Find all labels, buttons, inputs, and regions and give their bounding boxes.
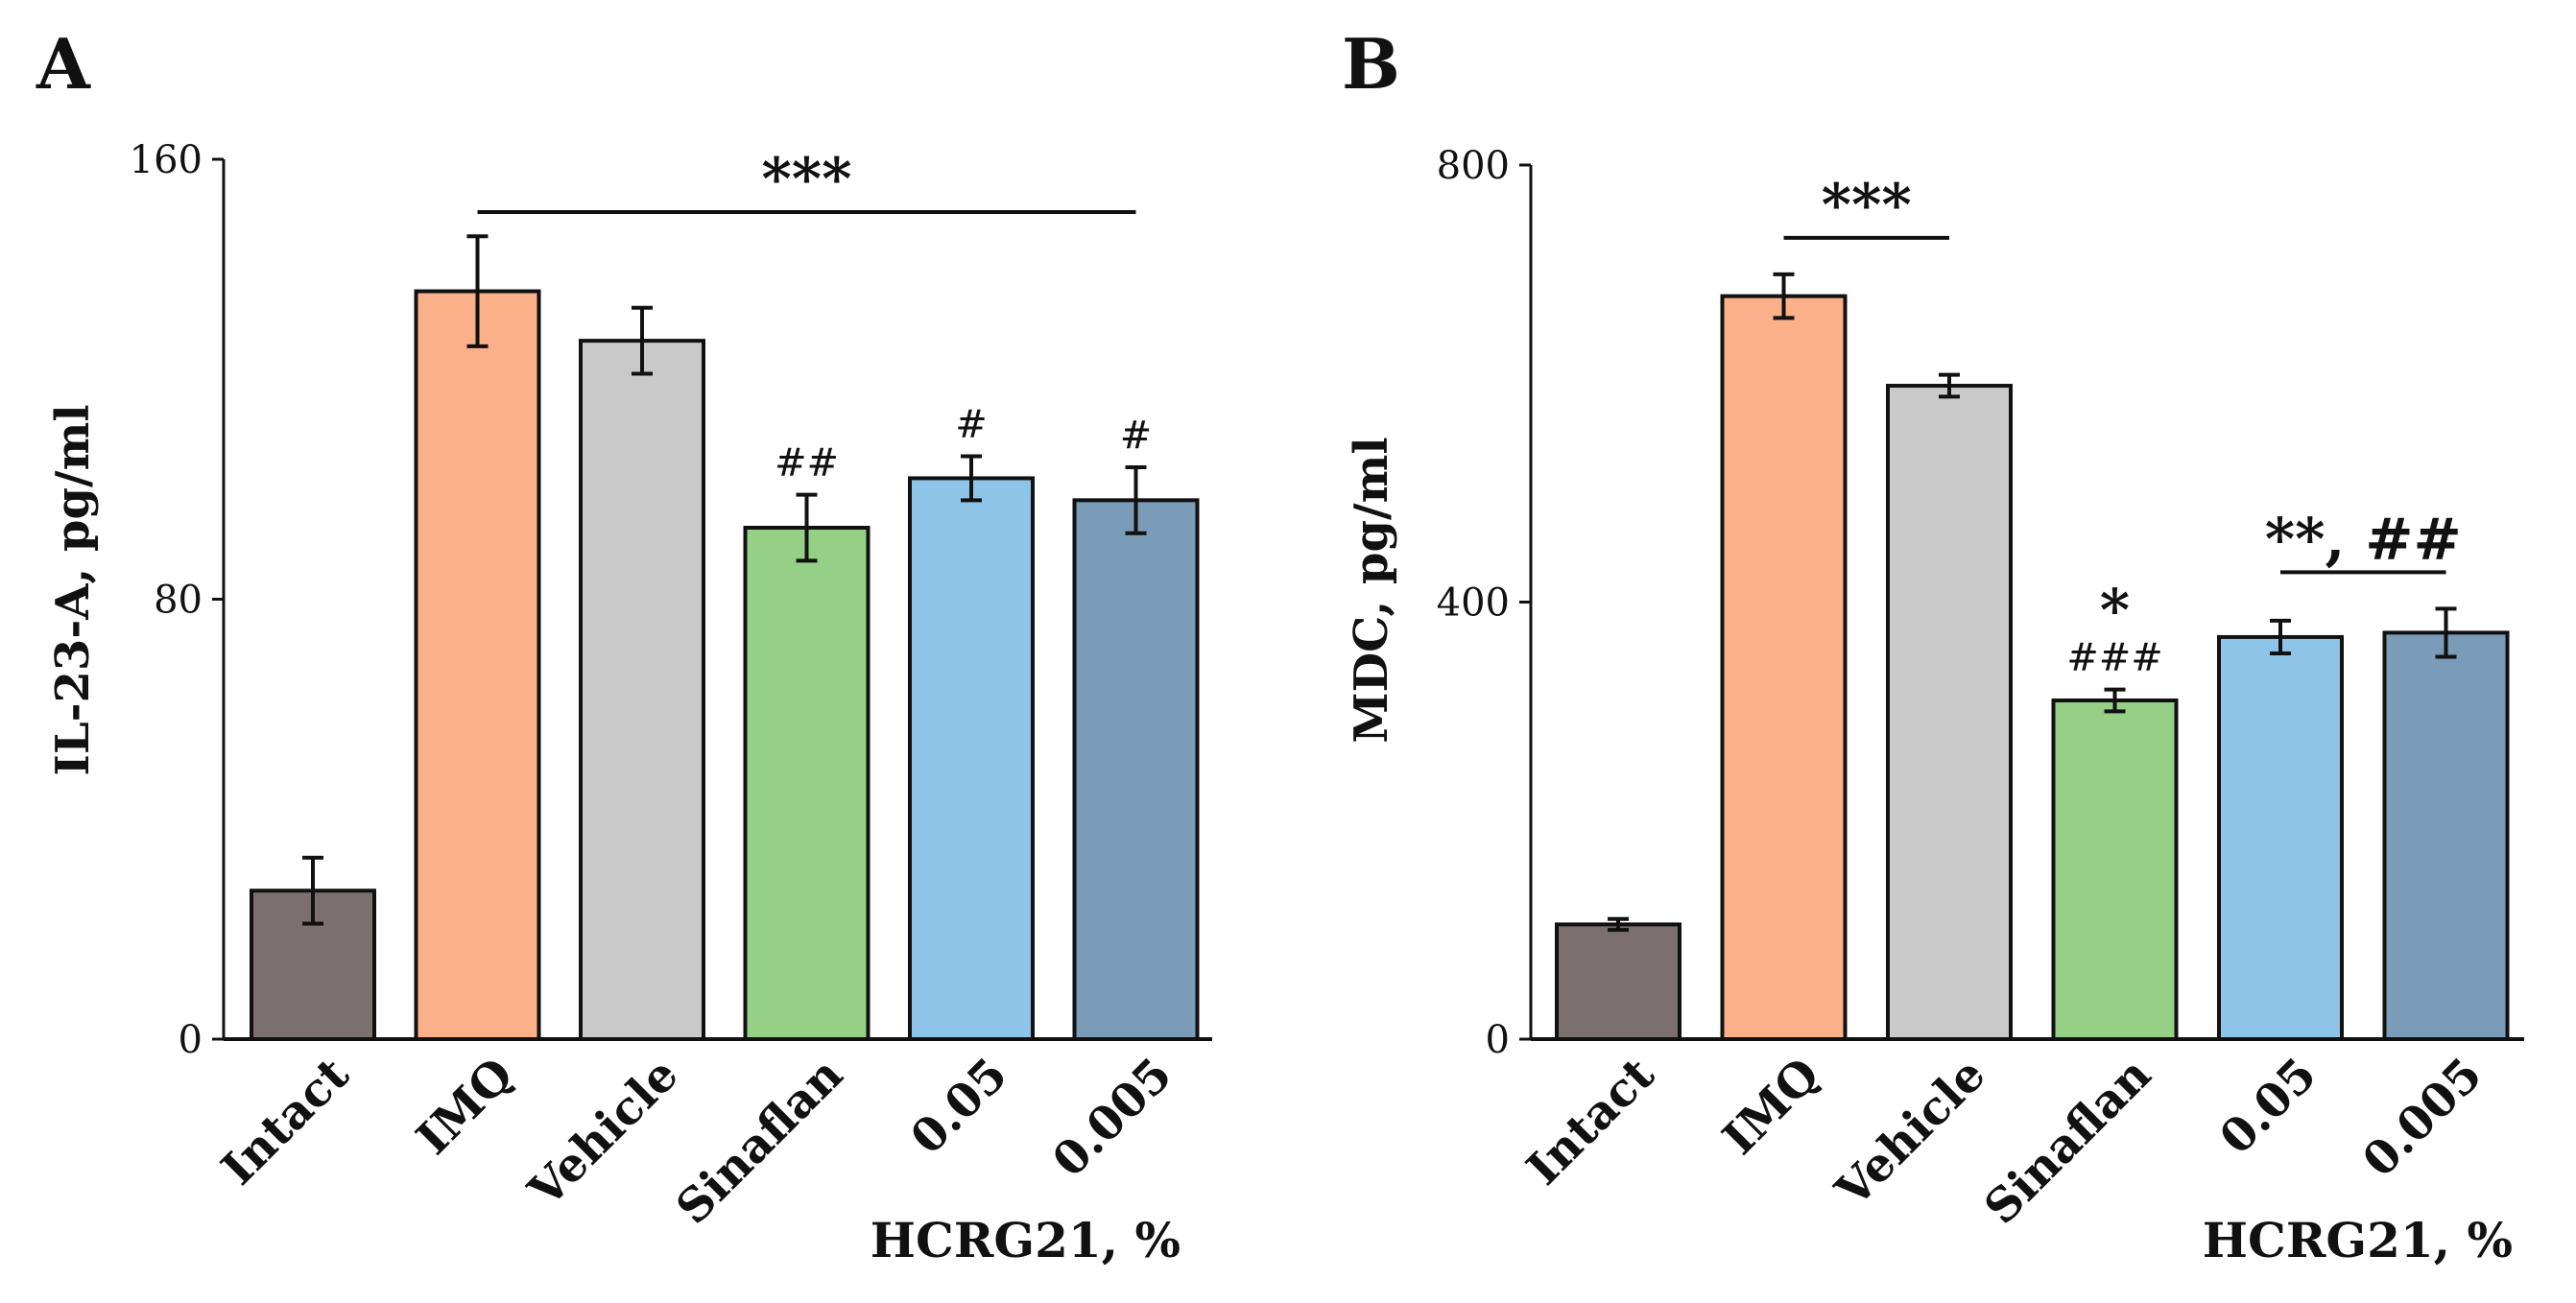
panel-a-category-label: Sinaflan [666, 1048, 853, 1235]
panel-a-category-label: 0.05 [900, 1048, 1017, 1165]
panel-a-group-note: HCRG21, % [871, 1212, 1181, 1268]
panel-b-bracket-label: **, ## [2265, 506, 2462, 573]
panel-b-error-bar [1773, 272, 1795, 320]
panel-b-category-label: Intact [1516, 1048, 1664, 1196]
panel-b-category-label: Vehicle [1825, 1048, 1996, 1219]
panel-a-error-bar [632, 305, 653, 376]
panel-a-bracket-label: *** [761, 146, 851, 213]
panel-a-significance-hash: ## [775, 441, 839, 486]
panel-b-chart: B MDC, pg/ml 0 400 800 Intact IMQVehicleSin… [1342, 23, 2524, 1268]
panel-a-bar-vehicle [579, 339, 705, 1042]
panel-a-letter: A [36, 23, 91, 105]
panel-b-bar-vehicle [1886, 384, 2013, 1041]
panel-a-bar-sinaflan [743, 525, 871, 1041]
panel-b-letter: B [1342, 23, 1400, 105]
panel-b-bar-sinaflan [2051, 698, 2179, 1041]
panel-b-significance-hash: ### [2066, 636, 2163, 680]
panel-b-error-bar [2104, 687, 2126, 714]
panel-a-y-tick-label: 160 [130, 138, 203, 182]
panel-a-y-tick-label: 80 [154, 579, 203, 623]
panel-b-error-bar [1608, 916, 1629, 933]
panel-a-category-label: Vehicle [518, 1048, 689, 1219]
panel-b-significance-bracket: *** [1783, 172, 1949, 240]
panel-a-error-bar [1125, 464, 1147, 535]
panel-a-error-bar [796, 492, 818, 563]
panel-a-error-bar [302, 855, 323, 926]
panel-b-y-axis-label: MDC, pg/ml [1345, 437, 1398, 743]
panel-b-bar-0-05 [2217, 634, 2344, 1041]
panel-a-significance-bracket: *** [477, 146, 1136, 214]
panel-b-category-label: Sinaflan [1974, 1048, 2161, 1235]
panel-b-group-note: HCRG21, % [2203, 1212, 2513, 1268]
panel-b-category-label: 0.005 [2352, 1048, 2493, 1188]
panel-a-bar-0-005 [1072, 498, 1200, 1041]
panel-b-bracket-label: *** [1822, 172, 1912, 239]
panel-a-category-label: Intact [211, 1048, 359, 1196]
panel-b-y-tick-label: 0 [1486, 1018, 1510, 1062]
panel-b-bar-intact [1555, 922, 1682, 1042]
panel-a-significance-hash: # [1120, 414, 1153, 458]
panel-b-category-label: 0.05 [2209, 1048, 2326, 1165]
panel-a-error-bar [961, 454, 982, 503]
panel-b-y-tick-label: 400 [1437, 581, 1510, 626]
panel-b-error-bar [2435, 606, 2457, 659]
panel-a-significance-hash: # [955, 402, 988, 446]
panel-a-y-axis-label: IL-23-A, pg/ml [46, 404, 100, 775]
panel-b-error-bar [2270, 618, 2291, 656]
panel-b-y-tick-label: 800 [1437, 144, 1510, 188]
panel-a-error-bar [466, 234, 489, 348]
panel-a-y-tick-label: 0 [179, 1018, 203, 1062]
panel-a-category-label: 0.005 [1042, 1048, 1182, 1188]
panel-a-chart: A IL-23-A, pg/ml 0 80 160 Intact IMQVehicle… [36, 23, 1212, 1268]
panel-b-significance-bracket: **, ## [2265, 506, 2462, 575]
panel-b-bar-imq [1720, 294, 1848, 1041]
panel-b-error-bar [1939, 372, 1960, 399]
panel-b-bar-0-005 [2382, 630, 2510, 1041]
panel-a-category-label: IMQ [406, 1048, 524, 1166]
panel-b-category-label: IMQ [1712, 1048, 1830, 1166]
panel-b-significance-star: * [2100, 578, 2130, 645]
panel-a-bar-0-05 [908, 476, 1035, 1042]
panel-a-bar-imq [414, 289, 541, 1041]
